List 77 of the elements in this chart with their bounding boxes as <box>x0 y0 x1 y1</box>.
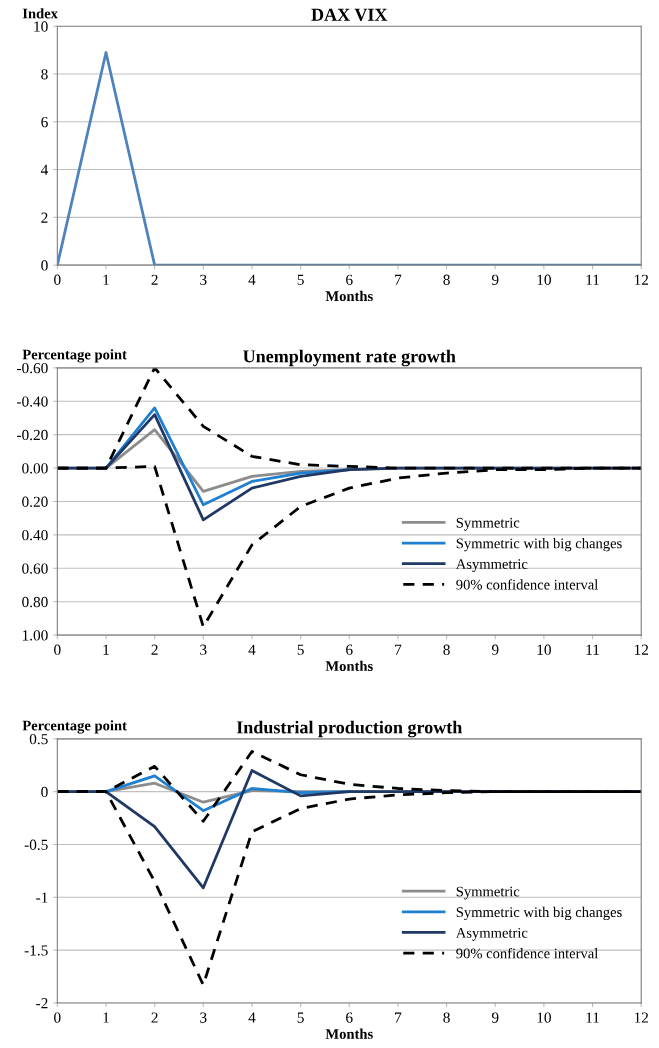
x-tick-label: 6 <box>346 644 353 655</box>
x-tick-label: 4 <box>248 644 256 655</box>
x-tick-label: 12 <box>634 1012 648 1023</box>
x-tick-label: 7 <box>395 274 402 285</box>
legend-label: Symmetric with big changes <box>456 538 622 552</box>
x-tick-label: 11 <box>586 274 599 285</box>
legend-label: 90% confidence interval <box>456 579 599 590</box>
y-tick-label: 2 <box>41 212 48 223</box>
x-tick-label: 9 <box>491 1012 499 1023</box>
chart-title: Unemployment rate growth <box>243 349 456 367</box>
x-tick-label: 0 <box>54 1012 61 1023</box>
legend-label: Asymmetric <box>455 927 528 941</box>
y-tick-label: 0 <box>41 786 48 798</box>
y-axis-title: Index <box>22 8 58 19</box>
chart-title: Industrial production growth <box>236 720 463 738</box>
x-tick-label: 9 <box>491 644 499 655</box>
x-tick-label: 11 <box>586 644 599 655</box>
x-tick-label: 5 <box>297 644 304 655</box>
x-tick-label: 8 <box>443 274 450 285</box>
y-tick-label: -0.60 <box>17 362 48 374</box>
x-tick-label: 4 <box>248 274 256 285</box>
legend-label: Symmetric with big changes <box>456 906 622 921</box>
x-tick-label: 8 <box>443 644 450 655</box>
x-tick-label: 11 <box>586 1012 599 1023</box>
x-tick-label: 2 <box>151 1012 158 1023</box>
x-tick-label: 7 <box>395 1012 402 1023</box>
y-tick-label: 0.20 <box>22 496 48 507</box>
y-tick-label: 0.80 <box>22 596 48 608</box>
y-tick-label: 10 <box>34 21 48 32</box>
legend-label: Symmetric <box>456 886 520 900</box>
x-tick-label: 2 <box>151 274 158 285</box>
y-tick-label: -0.20 <box>17 429 48 441</box>
x-tick-label: 5 <box>297 274 304 285</box>
x-tick-label: 0 <box>54 274 61 285</box>
y-tick-label: -1 <box>36 892 48 903</box>
x-tick-label: 8 <box>443 1012 450 1023</box>
x-tick-label: 0 <box>54 644 61 655</box>
x-tick-label: 10 <box>537 274 551 285</box>
y-tick-label: -0.40 <box>17 396 48 407</box>
chart-title: DAX VIX <box>311 8 388 21</box>
x-tick-label: 6 <box>346 274 353 285</box>
x-tick-label: 4 <box>248 1012 256 1023</box>
x-tick-label: 3 <box>200 644 207 655</box>
y-tick-label: 4 <box>40 164 49 175</box>
x-tick-label: 1 <box>103 644 109 655</box>
y-tick-label: 0.40 <box>22 530 48 541</box>
x-tick-label: 9 <box>491 274 499 285</box>
y-tick-label: 0 <box>41 260 48 271</box>
x-tick-label: 1 <box>103 274 109 285</box>
x-tick-label: 7 <box>395 644 402 655</box>
y-axis-title: Percentage point <box>22 720 127 734</box>
x-tick-label: 5 <box>297 1012 304 1023</box>
y-tick-label: -1.5 <box>24 945 48 956</box>
x-axis-title: Months <box>325 290 373 302</box>
legend-label: Asymmetric <box>455 559 528 572</box>
y-tick-label: 6 <box>41 116 48 128</box>
x-tick-label: 6 <box>346 1012 353 1023</box>
x-tick-label: 3 <box>200 1012 207 1023</box>
legend-label: Symmetric <box>456 517 520 531</box>
x-axis-title: Months <box>325 1028 373 1039</box>
y-tick-label: 0.60 <box>22 563 48 574</box>
legend-label: 90% confidence interval <box>456 947 599 959</box>
y-tick-label: 8 <box>41 69 48 80</box>
y-tick-label: 0.00 <box>22 463 48 474</box>
x-tick-label: 2 <box>151 644 158 655</box>
y-tick-label: -0.5 <box>24 839 48 850</box>
x-tick-label: 12 <box>634 644 648 655</box>
x-axis-title: Months <box>325 660 373 672</box>
x-tick-label: 12 <box>634 274 648 285</box>
y-tick-label: 1.00 <box>22 630 48 641</box>
x-tick-label: 10 <box>537 1012 551 1023</box>
y-tick-label: 0.5 <box>29 733 48 745</box>
y-axis-title: Percentage point <box>22 349 127 363</box>
y-tick-label: -2 <box>36 998 48 1009</box>
x-tick-label: 10 <box>537 644 551 655</box>
x-tick-label: 3 <box>200 274 207 285</box>
x-tick-label: 1 <box>103 1012 109 1023</box>
